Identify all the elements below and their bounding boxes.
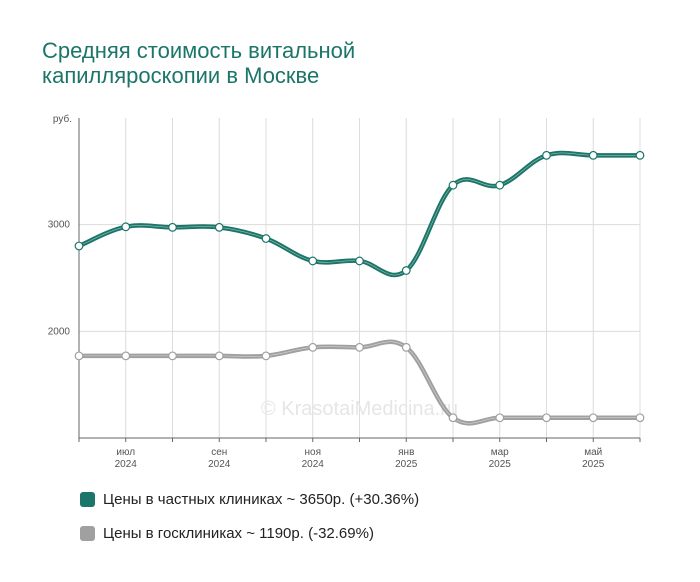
y-axis-label: руб. — [53, 113, 72, 125]
x-tick-label-month: июл — [116, 447, 135, 458]
y-tick-label: 3000 — [48, 220, 71, 231]
data-point-public — [214, 351, 224, 361]
data-point-private — [261, 234, 271, 243]
data-point-public — [635, 413, 645, 423]
x-tick-label-year: 2025 — [395, 459, 418, 470]
data-point-private — [74, 241, 84, 251]
data-point-public — [74, 351, 84, 361]
x-tick-label-month: сен — [211, 447, 227, 458]
x-tick-label-year: 2025 — [582, 459, 605, 470]
chart-title: Средняя стоимость витальной капилляроско… — [42, 38, 642, 88]
data-point-private — [635, 150, 645, 160]
data-point-private — [588, 150, 598, 160]
x-tick-label-year: 2024 — [115, 459, 138, 470]
data-point-public — [401, 342, 411, 352]
data-point-public — [588, 413, 598, 423]
x-tick-label-year: 2024 — [208, 459, 231, 470]
x-tick-label-month: ноя — [305, 447, 322, 458]
data-point-private — [168, 222, 177, 232]
x-tick-label-year: 2024 — [302, 459, 325, 470]
x-tick-label-month: янв — [398, 447, 414, 458]
data-point-public — [355, 342, 364, 352]
data-point-private — [308, 256, 318, 266]
legend-item-public[interactable]: Цены в госклиниках ~ 1190р. (-32.69%) — [80, 523, 374, 543]
y-tick-label: 2000 — [48, 326, 71, 337]
data-point-public — [495, 413, 505, 423]
legend-item-private[interactable]: Цены в частных клиниках ~ 3650р. (+30.36… — [80, 489, 419, 509]
data-point-public — [121, 351, 131, 361]
data-point-private — [542, 150, 551, 160]
data-point-private — [448, 180, 458, 190]
chart-title-line-2: капилляроскопии в Москве — [42, 63, 320, 88]
data-point-public — [308, 342, 318, 352]
legend-swatch-public — [80, 525, 95, 541]
x-tick-label-month: май — [584, 447, 602, 458]
data-point-public — [542, 413, 551, 423]
legend-label-private: Цены в частных клиниках ~ 3650р. (+30.36… — [103, 490, 420, 508]
data-point-private — [121, 222, 131, 232]
data-point-public — [448, 413, 458, 423]
x-tick-label-month: мар — [491, 447, 509, 458]
watermark: © KrasotaiMedicina.ru — [261, 398, 458, 420]
data-point-private — [401, 266, 411, 275]
data-point-private — [355, 256, 364, 266]
data-point-private — [214, 222, 224, 232]
data-point-public — [168, 351, 177, 361]
chart-title-line-1: Средняя стоимость витальной — [42, 38, 356, 63]
legend-label-public: Цены в госклиниках ~ 1190р. (-32.69%) — [103, 524, 374, 542]
data-point-private — [495, 180, 505, 190]
x-tick-label-year: 2025 — [489, 459, 512, 470]
legend-swatch-private — [80, 491, 95, 507]
data-point-public — [261, 351, 271, 361]
